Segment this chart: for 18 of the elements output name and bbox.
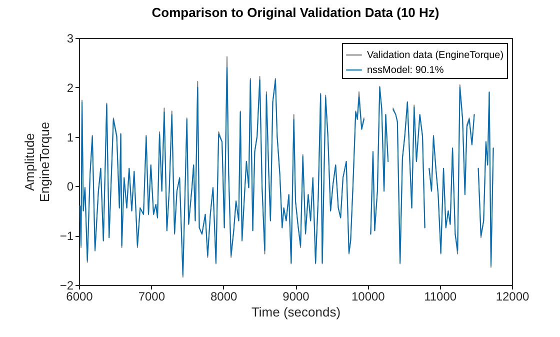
legend-label: nssModel: 90.1% (367, 65, 444, 76)
x-tick-label: 11000 (424, 290, 457, 304)
y-tick-label: 3 (66, 32, 74, 46)
x-tick-label: 9000 (282, 290, 310, 304)
x-axis-title: Time (seconds) (251, 304, 341, 320)
y-tick-label: 1 (66, 130, 74, 144)
x-tick-label: 10000 (351, 290, 386, 304)
y-axis-title: Amplitude EngineTorque (22, 122, 52, 202)
y-tick-label: −1 (60, 229, 74, 244)
y-tick-label: −2 (60, 278, 74, 292)
y-tick-label: 2 (66, 80, 74, 95)
x-tick-label: 8000 (210, 290, 238, 304)
y-tick-label: 0 (66, 180, 74, 194)
legend-label: Validation data (EngineTorque) (367, 50, 504, 61)
x-tick-label: 7000 (138, 290, 166, 304)
x-tick-label: 6000 (66, 290, 94, 304)
x-tick-label: 12000 (496, 290, 530, 304)
chart-title: Comparison to Original Validation Data (10 Hz) (152, 5, 440, 20)
